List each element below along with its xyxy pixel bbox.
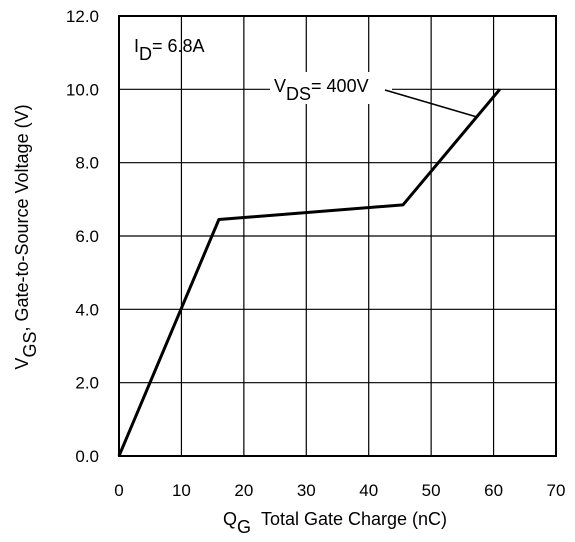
x-tick-label: 10 — [172, 481, 191, 500]
x-tick-label: 60 — [484, 481, 503, 500]
vds-annotation: VDS= 400V — [274, 76, 369, 104]
x-tick-label: 30 — [297, 481, 316, 500]
x-axis-title: QG Total Gate Charge (nC) — [223, 509, 447, 537]
y-axis-title: VGS, Gate-to-Source Voltage (V) — [12, 104, 40, 369]
x-tick-label: 50 — [422, 481, 441, 500]
y-tick-label: 4.0 — [75, 300, 99, 319]
vds-annotation-text: = 400V — [311, 76, 369, 96]
y-tick-label: 6.0 — [75, 227, 99, 246]
y-tick-label: 0.0 — [75, 447, 99, 466]
y-tick-label: 12.0 — [66, 7, 99, 26]
vds-annotation-subscript: DS — [286, 84, 311, 104]
id-annotation-subscript: D — [139, 44, 152, 64]
vds-annotation-leader — [384, 89, 478, 118]
vds-annotation-background — [270, 72, 392, 104]
x-axis-title-symbol: Q — [223, 509, 237, 529]
y-axis-title-symbol: V — [12, 358, 32, 370]
id-annotation: ID= 6.8A — [134, 36, 205, 64]
series-vgs-curve — [117, 88, 501, 457]
x-tick-label: 40 — [359, 481, 378, 500]
vds-annotation-symbol: V — [274, 76, 286, 96]
plot-frame — [118, 15, 557, 457]
id-annotation-text: = 6.8A — [152, 36, 205, 56]
x-tick-label: 70 — [547, 481, 566, 500]
id-annotation-symbol: I — [134, 36, 139, 56]
y-axis-ticks: 0.0 2.0 4.0 6.0 8.0 10.0 12.0 — [66, 7, 99, 466]
x-axis-ticks: 0 10 20 30 40 50 60 70 — [114, 481, 565, 500]
x-axis-title-subscript: G — [237, 517, 251, 537]
x-axis-title-text: Total Gate Charge (nC) — [261, 509, 447, 529]
y-tick-label: 8.0 — [75, 154, 99, 173]
y-tick-label: 10.0 — [66, 80, 99, 99]
y-axis-title-text: , Gate-to-Source Voltage (V) — [12, 104, 32, 331]
y-axis-title-subscript: GS — [20, 332, 40, 358]
x-tick-label: 0 — [114, 481, 123, 500]
x-tick-label: 20 — [234, 481, 253, 500]
y-tick-label: 2.0 — [75, 374, 99, 393]
